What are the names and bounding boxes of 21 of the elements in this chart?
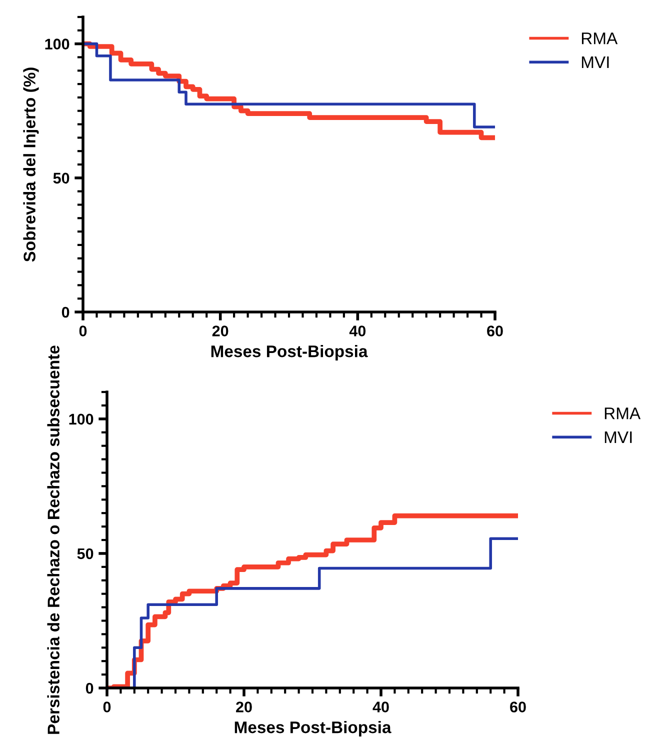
x-tick-label: 0 (103, 702, 111, 712)
y-tick-label: 100 (69, 414, 94, 425)
x-tick-label: 60 (487, 326, 503, 336)
y-axis-title: Sobrevida del Injerto (%) (23, 68, 39, 262)
y-tick-label: 50 (53, 172, 70, 184)
x-tick-label: 20 (236, 702, 252, 712)
y-tick-label: 50 (77, 548, 94, 560)
legend-label: RMA (582, 32, 618, 44)
x-axis-title: Meses Post-Biopsia (234, 720, 392, 737)
x-tick-label: 60 (510, 702, 526, 712)
x-tick-label: 40 (372, 702, 389, 712)
legend-label: MVI (604, 431, 632, 443)
legend-label: MVI (582, 56, 609, 68)
y-tick-label: 100 (45, 38, 70, 50)
y-tick-label: 0 (86, 682, 94, 694)
x-axis-title: Meses Post-Biopsia (211, 344, 368, 361)
x-tick-label: 20 (212, 326, 228, 336)
x-tick-label: 40 (349, 326, 366, 336)
y-axis-title: Persistencia de Rechazo o Rechazo subsecuente (47, 346, 60, 734)
legend-label: RMA (604, 408, 641, 420)
y-tick-label: 0 (62, 306, 70, 318)
